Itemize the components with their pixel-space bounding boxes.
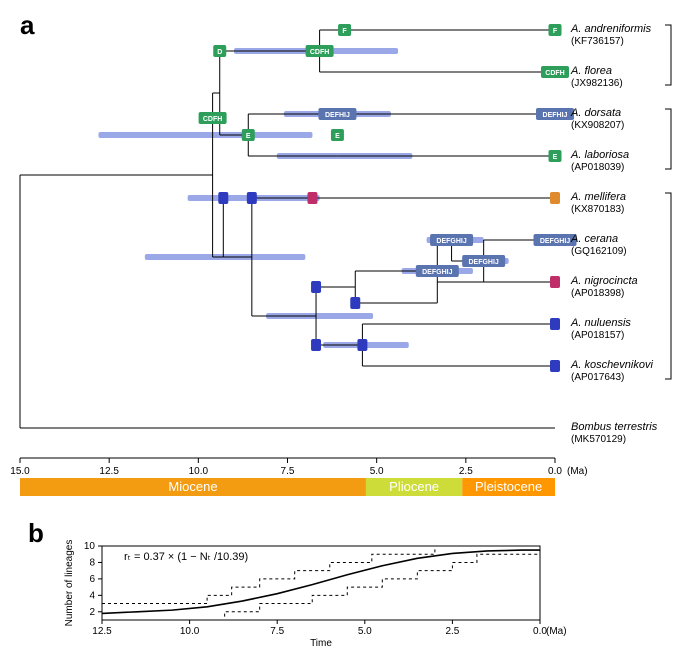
svg-text:(KX908207): (KX908207): [571, 120, 624, 131]
svg-text:12.5: 12.5: [99, 466, 119, 477]
svg-text:10.0: 10.0: [189, 466, 209, 477]
svg-text:CDFH: CDFH: [203, 116, 222, 123]
svg-text:CDFH: CDFH: [310, 49, 329, 56]
svg-text:(MK570129): (MK570129): [571, 434, 626, 445]
svg-text:DEFGHIJ: DEFGHIJ: [468, 259, 498, 266]
svg-text:A. mellifera: A. mellifera: [570, 191, 626, 203]
svg-text:(AP018039): (AP018039): [571, 162, 624, 173]
svg-text:DEFGHIJ: DEFGHIJ: [436, 238, 466, 245]
svg-text:(JX982136): (JX982136): [571, 78, 623, 89]
svg-text:(GQ162109): (GQ162109): [571, 246, 627, 257]
svg-text:2: 2: [89, 607, 95, 618]
svg-text:(Ma): (Ma): [546, 626, 567, 637]
svg-text:CDFH: CDFH: [545, 70, 564, 77]
svg-text:DEFHIJ: DEFHIJ: [543, 112, 568, 119]
svg-text:F: F: [553, 28, 558, 35]
svg-text:DEFGHIJ: DEFGHIJ: [540, 238, 570, 245]
svg-text:A. dorsata: A. dorsata: [570, 107, 621, 119]
svg-text:2.5: 2.5: [445, 626, 459, 637]
svg-text:A. nuluensis: A. nuluensis: [570, 317, 631, 329]
phylogeny-tree: CDFH D F E DEFHIJ E CDFH DEFGHIJ DEFGHIJ DEFGHIJ F…: [10, 10, 675, 510]
svg-text:8: 8: [89, 557, 95, 568]
svg-text:A. andreniformis: A. andreniformis: [570, 23, 652, 35]
svg-text:Miocene: Miocene: [168, 479, 217, 494]
svg-text:0.0: 0.0: [548, 466, 562, 477]
svg-text:12.5: 12.5: [92, 626, 112, 637]
svg-text:Number of lineages: Number of lineages: [64, 540, 75, 626]
svg-text:(KX870183): (KX870183): [571, 204, 624, 215]
svg-text:A. cerana: A. cerana: [570, 233, 618, 245]
svg-text:(AP017643): (AP017643): [571, 372, 624, 383]
svg-text:A. florea: A. florea: [570, 65, 612, 77]
svg-text:Bombus terrestris: Bombus terrestris: [571, 421, 658, 433]
svg-text:(Ma): (Ma): [567, 466, 588, 477]
svg-text:A. koschevnikovi: A. koschevnikovi: [570, 359, 653, 371]
ltt-plot: 2 4 6 8 10 Number of lineages 12.5 10.0 7.5 5.0 2.…: [60, 540, 570, 648]
svg-text:7.5: 7.5: [270, 626, 284, 637]
svg-text:(AP018157): (AP018157): [571, 330, 624, 341]
svg-text:10: 10: [84, 541, 96, 552]
svg-text:10.0: 10.0: [180, 626, 200, 637]
svg-text:E: E: [335, 133, 340, 140]
svg-text:E: E: [553, 154, 558, 161]
svg-text:F: F: [342, 28, 347, 35]
svg-text:4: 4: [89, 590, 95, 601]
svg-text:A. laboriosa: A. laboriosa: [570, 149, 629, 161]
svg-text:A. nigrocincta: A. nigrocincta: [570, 275, 638, 287]
svg-text:Time: Time: [310, 638, 332, 648]
svg-text:Pleistocene: Pleistocene: [475, 479, 542, 494]
svg-text:D: D: [217, 49, 222, 56]
svg-text:15.0: 15.0: [10, 466, 30, 477]
svg-text:(KF736157): (KF736157): [571, 36, 624, 47]
svg-text:5.0: 5.0: [358, 626, 372, 637]
figure: a CDFHDFEDEFHIJECDFHDEFGHIJDEFGHIJDEFGHI…: [0, 0, 685, 655]
svg-text:DEFHIJ: DEFHIJ: [325, 112, 350, 119]
svg-text:(AP018398): (AP018398): [571, 288, 624, 299]
svg-text:5.0: 5.0: [370, 466, 384, 477]
svg-text:rₜ = 0.37 × (1 − Nₜ /10.39): rₜ = 0.37 × (1 − Nₜ /10.39): [124, 551, 248, 563]
svg-text:2.5: 2.5: [459, 466, 473, 477]
svg-text:E: E: [246, 133, 251, 140]
svg-text:7.5: 7.5: [281, 466, 295, 477]
svg-text:Pliocene: Pliocene: [389, 479, 439, 494]
panel-b-label: b: [28, 518, 44, 549]
svg-text:6: 6: [89, 574, 95, 585]
svg-text:DEFGHIJ: DEFGHIJ: [422, 269, 452, 276]
